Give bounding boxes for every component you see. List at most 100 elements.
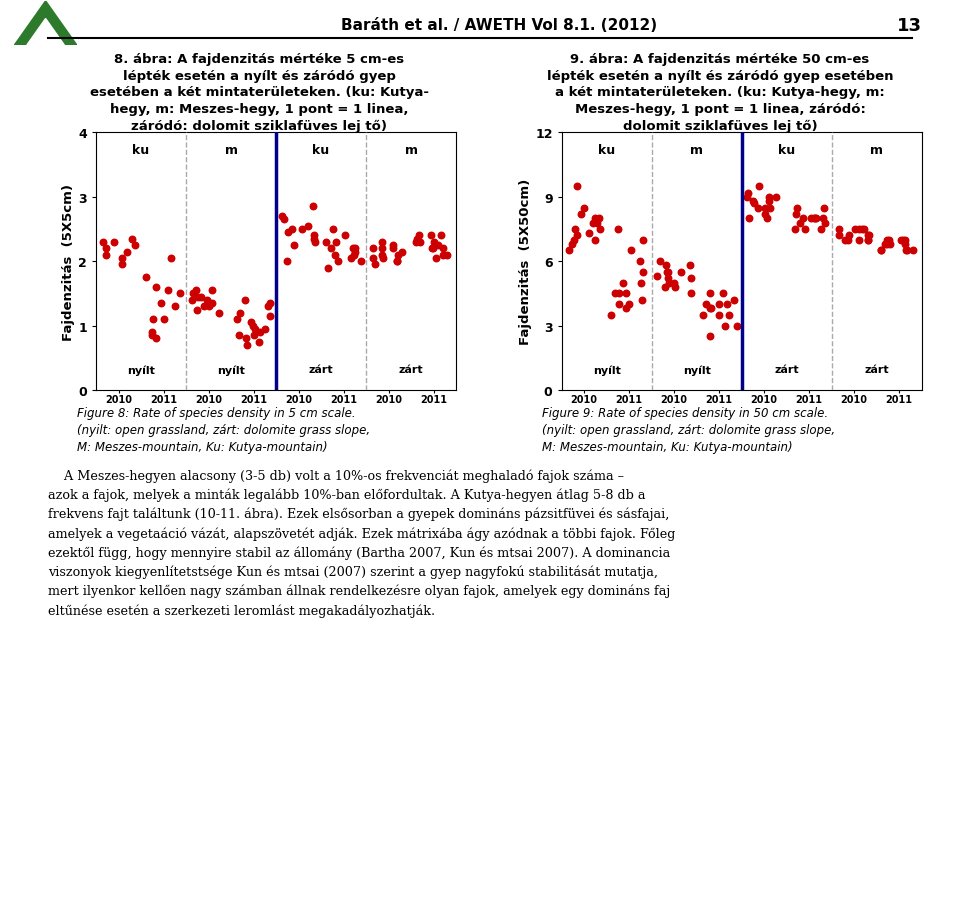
Point bbox=[231, 328, 247, 343]
Point bbox=[434, 229, 449, 244]
Point bbox=[385, 242, 400, 256]
Point bbox=[852, 222, 867, 237]
Point bbox=[409, 235, 424, 250]
Point bbox=[257, 323, 273, 337]
Point bbox=[747, 197, 762, 211]
Point bbox=[337, 229, 352, 244]
Point bbox=[604, 308, 619, 323]
Point bbox=[720, 298, 735, 312]
Point bbox=[589, 216, 605, 231]
Point bbox=[426, 235, 442, 250]
Point bbox=[608, 287, 623, 301]
Text: nyílt: nyílt bbox=[217, 365, 245, 375]
Point bbox=[612, 287, 627, 301]
Point bbox=[144, 325, 159, 340]
Point bbox=[757, 201, 773, 216]
Point bbox=[168, 300, 183, 314]
Point bbox=[831, 229, 847, 244]
Point bbox=[861, 233, 876, 248]
Point bbox=[95, 235, 110, 250]
Point bbox=[763, 201, 779, 216]
Point bbox=[348, 244, 363, 259]
Point bbox=[569, 229, 585, 244]
Point bbox=[305, 199, 321, 214]
Point bbox=[721, 308, 736, 323]
Point bbox=[808, 211, 824, 226]
Point bbox=[295, 222, 310, 237]
Point bbox=[659, 259, 674, 274]
Text: zárt: zárt bbox=[309, 365, 333, 375]
Point bbox=[837, 233, 852, 248]
Point bbox=[623, 244, 638, 258]
Point bbox=[394, 244, 409, 259]
Point bbox=[666, 276, 682, 290]
Point bbox=[344, 251, 359, 267]
Point bbox=[154, 296, 169, 311]
Point bbox=[618, 301, 634, 316]
Point bbox=[861, 229, 876, 244]
Point bbox=[817, 216, 832, 231]
Point bbox=[622, 298, 637, 312]
Point bbox=[588, 233, 603, 248]
Point bbox=[348, 242, 363, 256]
Point bbox=[636, 233, 651, 248]
Point bbox=[204, 283, 220, 298]
Point bbox=[262, 296, 277, 311]
Point bbox=[711, 298, 727, 312]
Point bbox=[149, 332, 164, 346]
Point bbox=[318, 235, 333, 250]
Point bbox=[788, 208, 804, 222]
Point bbox=[667, 280, 683, 295]
Y-axis label: Fajdenzitás  (5X5cm): Fajdenzitás (5X5cm) bbox=[62, 184, 76, 340]
Point bbox=[807, 211, 823, 226]
Point bbox=[160, 283, 176, 298]
Point bbox=[389, 255, 404, 269]
Point bbox=[124, 232, 139, 246]
Point bbox=[366, 242, 381, 256]
Text: m: m bbox=[225, 143, 237, 156]
Point bbox=[280, 225, 296, 240]
Point bbox=[423, 229, 439, 244]
Point bbox=[248, 323, 263, 337]
Text: Figure 9: Rate of species density in 50 cm scale.
(nyilt: open grassland, zárt: : Figure 9: Rate of species density in 50 … bbox=[542, 406, 835, 453]
Point bbox=[633, 276, 648, 290]
Point bbox=[211, 306, 227, 321]
Point bbox=[852, 233, 867, 248]
Point bbox=[247, 328, 262, 343]
Point bbox=[699, 298, 714, 312]
Text: 13: 13 bbox=[897, 17, 922, 35]
Point bbox=[879, 237, 895, 252]
Point bbox=[412, 229, 427, 244]
Point bbox=[386, 238, 401, 253]
Point bbox=[184, 293, 200, 308]
Point bbox=[660, 266, 675, 280]
Point bbox=[239, 338, 254, 353]
Point bbox=[323, 242, 338, 256]
Point bbox=[893, 233, 908, 248]
Text: m: m bbox=[690, 143, 703, 156]
Point bbox=[306, 229, 322, 244]
Text: Figure 8: Rate of species density in 5 cm scale.
(nyilt: open grassland, zárt: d: Figure 8: Rate of species density in 5 c… bbox=[77, 406, 370, 453]
Point bbox=[906, 244, 922, 258]
Point bbox=[684, 272, 699, 287]
Point bbox=[365, 251, 380, 267]
Point bbox=[440, 248, 455, 263]
Point bbox=[711, 308, 727, 323]
Point bbox=[412, 235, 427, 250]
Point bbox=[347, 248, 362, 263]
Point bbox=[740, 186, 756, 200]
Point bbox=[804, 211, 819, 226]
Text: ku: ku bbox=[778, 143, 795, 156]
Point bbox=[879, 233, 895, 248]
Point bbox=[702, 287, 717, 301]
Point bbox=[750, 201, 765, 216]
Point bbox=[389, 255, 404, 269]
Text: nyílt: nyílt bbox=[127, 365, 155, 375]
Point bbox=[704, 301, 719, 316]
Point bbox=[861, 233, 876, 248]
Point bbox=[896, 233, 911, 248]
Point bbox=[650, 269, 665, 284]
Point bbox=[374, 242, 390, 256]
Point bbox=[156, 312, 172, 327]
Point bbox=[635, 293, 650, 308]
